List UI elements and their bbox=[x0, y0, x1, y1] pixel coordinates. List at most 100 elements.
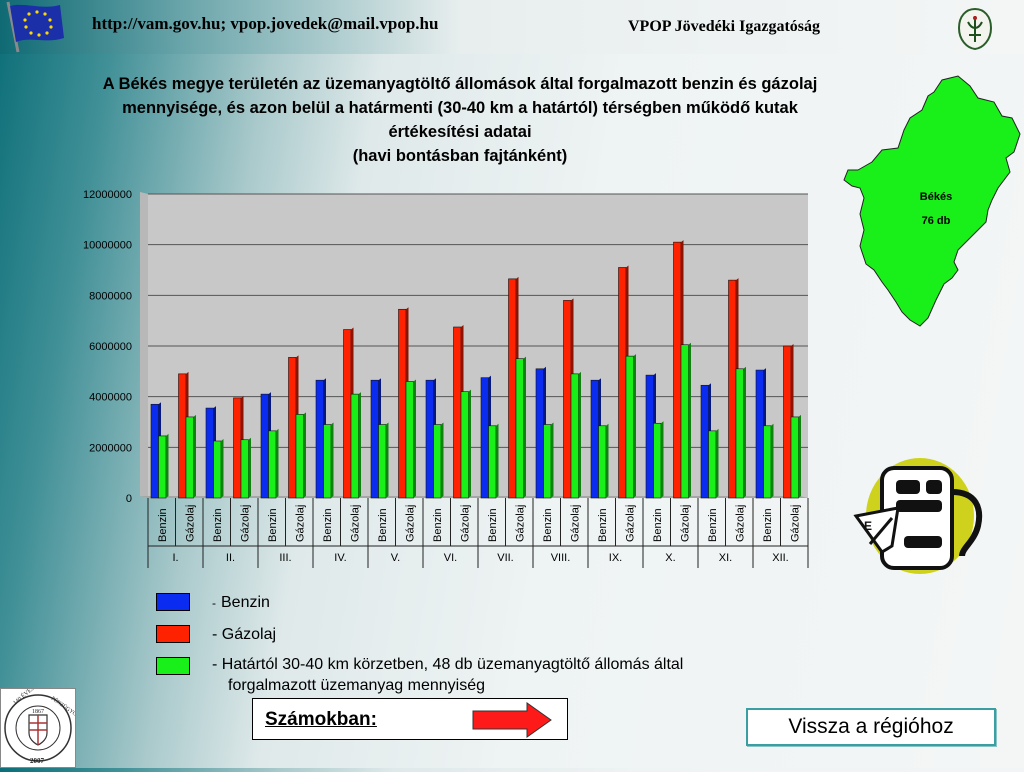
bar-border-zone-benzin bbox=[488, 425, 497, 499]
bar-border-zone-benzin bbox=[323, 424, 332, 499]
x-fuel-label: Benzin bbox=[707, 508, 719, 542]
bar-border-zone-benzin-side bbox=[166, 433, 169, 498]
x-fuel-label: Benzin bbox=[597, 508, 609, 542]
title-line-1: A Békés megye területén az üzemanyagtölt… bbox=[102, 75, 818, 93]
bar-border-zone-gazolaj-side bbox=[358, 392, 361, 498]
svg-text:E: E bbox=[864, 519, 872, 533]
bar-gazolaj bbox=[783, 345, 792, 499]
bar-border-zone-gazolaj-side bbox=[248, 437, 251, 498]
bar-benzin bbox=[700, 384, 709, 499]
bar-gazolaj bbox=[508, 278, 517, 499]
x-month-label: II. bbox=[226, 552, 235, 564]
y-tick-label: 12000000 bbox=[83, 189, 132, 201]
y-tick-label: 2000000 bbox=[89, 442, 132, 454]
bar-benzin bbox=[535, 368, 544, 499]
x-month-label: I. bbox=[172, 552, 178, 564]
chart-left-wall bbox=[140, 192, 148, 498]
bar-gazolaj bbox=[563, 300, 572, 499]
x-fuel-label: Benzin bbox=[377, 508, 389, 542]
legend-label-border-zone: - Határtól 30-40 km körzetben, 48 db üze… bbox=[212, 656, 684, 673]
title-line-4: (havi bontásban fajtánként) bbox=[352, 147, 568, 165]
bar-gazolaj bbox=[343, 329, 352, 499]
bar-gazolaj bbox=[398, 308, 407, 499]
y-tick-label: 8000000 bbox=[89, 290, 132, 302]
bar-border-zone-benzin bbox=[543, 424, 552, 499]
fuel-pump-icon: E bbox=[853, 458, 983, 574]
svg-text:140 ÉVES: 140 ÉVES bbox=[11, 689, 36, 707]
x-month-label: XII. bbox=[772, 552, 789, 564]
x-fuel-label: Gázolaj bbox=[569, 505, 581, 542]
bar-border-zone-benzin bbox=[213, 440, 222, 499]
x-month-label: IX. bbox=[609, 552, 622, 564]
x-fuel-label: Gázolaj bbox=[239, 505, 251, 542]
x-fuel-label: Benzin bbox=[212, 508, 224, 542]
anniversary-seal-icon: 140 ÉVES PÉNZÜGYŐR 1867 2007 bbox=[4, 684, 82, 765]
x-fuel-label: Gázolaj bbox=[734, 505, 746, 542]
bar-border-zone-gazolaj-side bbox=[633, 354, 636, 498]
legend-swatch-benzin bbox=[156, 593, 190, 611]
bar-gazolaj bbox=[673, 241, 682, 499]
x-fuel-label: Benzin bbox=[157, 508, 169, 542]
x-fuel-label: Gázolaj bbox=[624, 505, 636, 542]
x-fuel-label: Gázolaj bbox=[459, 505, 471, 542]
title-line-3: értékesítési adatai bbox=[388, 123, 532, 141]
bar-border-zone-benzin bbox=[433, 424, 442, 499]
bar-border-zone-gazolaj-side bbox=[523, 356, 526, 498]
x-month-label: X. bbox=[665, 552, 675, 564]
bar-gazolaj bbox=[728, 279, 737, 499]
bar-border-zone-benzin-side bbox=[606, 423, 609, 498]
bar-benzin bbox=[260, 393, 269, 499]
legend-dash: - bbox=[212, 626, 222, 643]
bar-benzin bbox=[370, 379, 379, 499]
x-fuel-label: Gázolaj bbox=[679, 505, 691, 542]
bar-border-zone-benzin-side bbox=[551, 422, 554, 498]
bar-border-zone-gazolaj-side bbox=[578, 371, 581, 498]
bar-border-zone-benzin bbox=[653, 422, 662, 499]
bar-border-zone-gazolaj bbox=[185, 416, 194, 499]
back-to-region-button[interactable]: Vissza a régióhoz bbox=[746, 708, 996, 746]
x-fuel-label: Benzin bbox=[432, 508, 444, 542]
bar-border-zone-benzin bbox=[378, 424, 387, 499]
x-fuel-label: Benzin bbox=[762, 508, 774, 542]
eu-flag-icon bbox=[6, 1, 64, 53]
x-fuel-label: Benzin bbox=[542, 508, 554, 542]
bar-gazolaj bbox=[233, 397, 242, 499]
bar-border-zone-gazolaj-side bbox=[193, 414, 196, 498]
svg-text:PÉNZÜGYŐR: PÉNZÜGYŐR bbox=[50, 694, 75, 720]
legend-item-gazolaj: - Gázolaj bbox=[212, 626, 276, 644]
bar-border-zone-benzin-side bbox=[496, 423, 499, 498]
bar-border-zone-benzin-side bbox=[331, 422, 334, 498]
bar-border-zone-gazolaj bbox=[515, 358, 524, 499]
county-shape bbox=[843, 75, 1021, 327]
x-fuel-label: Benzin bbox=[652, 508, 664, 542]
customs-crest-icon bbox=[958, 8, 992, 50]
x-fuel-label: Benzin bbox=[487, 508, 499, 542]
legend-label-gazolaj: Gázolaj bbox=[221, 626, 277, 643]
bar-border-zone-gazolaj bbox=[350, 393, 359, 499]
numbers-link-label[interactable]: Számokban: bbox=[265, 709, 377, 730]
y-tick-label: 6000000 bbox=[89, 341, 132, 353]
header-org: VPOP Jövedéki Igazgatóság bbox=[628, 18, 820, 35]
y-tick-label: 0 bbox=[126, 493, 132, 505]
legend-dash: - bbox=[212, 596, 216, 610]
bar-border-zone-benzin bbox=[708, 430, 717, 499]
bar-border-zone-gazolaj-side bbox=[303, 412, 306, 498]
header-url[interactable]: http://vam.gov.hu; vpop.jovedek@mail.vpo… bbox=[92, 14, 439, 33]
bekes-county-map: Békés 76 db bbox=[843, 75, 1021, 327]
title-line-2: mennyisége, és azon belül a határmenti (… bbox=[122, 99, 798, 117]
arrow-right-icon[interactable] bbox=[471, 701, 555, 739]
x-month-label: VII. bbox=[497, 552, 514, 564]
numbers-link-box[interactable]: Számokban: bbox=[252, 698, 568, 740]
x-fuel-label: Gázolaj bbox=[514, 505, 526, 542]
bar-border-zone-gazolaj bbox=[680, 344, 689, 499]
bar-benzin bbox=[480, 377, 489, 499]
svg-text:1867: 1867 bbox=[32, 709, 44, 715]
x-fuel-label: Gázolaj bbox=[349, 505, 361, 542]
bar-benzin bbox=[150, 403, 159, 499]
svg-text:2007: 2007 bbox=[30, 757, 45, 765]
y-tick-label: 10000000 bbox=[83, 240, 132, 252]
bar-benzin bbox=[590, 379, 599, 499]
bar-border-zone-gazolaj-side bbox=[413, 379, 416, 498]
bar-border-zone-benzin-side bbox=[386, 422, 389, 498]
legend-label-border-zone-2: forgalmazott üzemanyag mennyiség bbox=[228, 677, 486, 694]
